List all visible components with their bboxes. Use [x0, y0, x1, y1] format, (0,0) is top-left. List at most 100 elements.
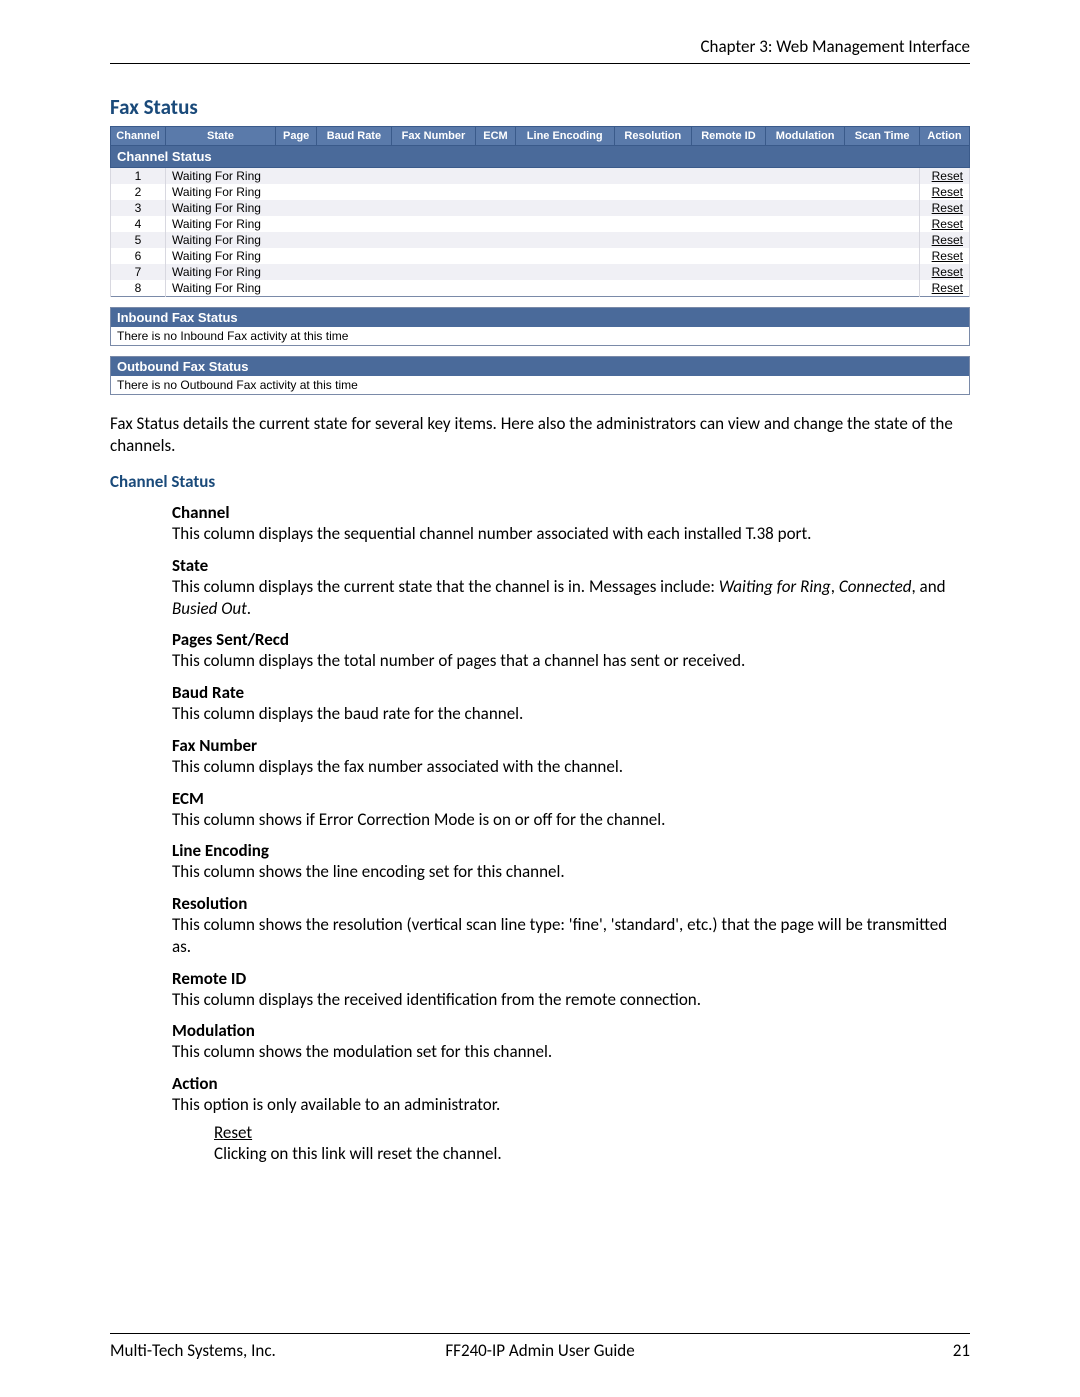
col-action: Action	[920, 127, 970, 146]
def-pages-term: Pages Sent/Recd	[172, 629, 970, 650]
cell-action: Reset	[920, 248, 970, 264]
def-faxnum-term: Fax Number	[172, 735, 970, 756]
def-lineenc-term: Line Encoding	[172, 840, 970, 861]
table-row: 8Waiting For Ring Reset	[111, 280, 970, 297]
cell-channel: 2	[111, 184, 166, 200]
def-res-desc: This column shows the resolution (vertic…	[172, 914, 970, 958]
def-remoteid-desc: This column displays the received identi…	[172, 989, 970, 1011]
def-state-i3: Busied Out	[172, 598, 247, 619]
footer-doc-title: FF240-IP Admin User Guide	[397, 1340, 684, 1361]
cell-action: Reset	[920, 264, 970, 280]
reset-link[interactable]: Reset	[932, 281, 963, 295]
def-lineenc-desc: This column shows the line encoding set …	[172, 861, 970, 883]
table-row: 1Waiting For Ring Reset	[111, 168, 970, 185]
cell-channel: 7	[111, 264, 166, 280]
cell-state: Waiting For Ring	[166, 168, 920, 185]
chapter-header: Chapter 3: Web Management Interface	[110, 36, 970, 64]
def-state-i1: Waiting for Ring	[719, 576, 831, 597]
cell-state: Waiting For Ring	[166, 200, 920, 216]
cell-action: Reset	[920, 280, 970, 297]
reset-link[interactable]: Reset	[932, 249, 963, 263]
col-baud-rate: Baud Rate	[317, 127, 391, 146]
cell-channel: 8	[111, 280, 166, 297]
cell-state: Waiting For Ring	[166, 216, 920, 232]
intro-paragraph: Fax Status details the current state for…	[110, 413, 970, 457]
cell-state: Waiting For Ring	[166, 280, 920, 297]
def-baud-desc: This column displays the baud rate for t…	[172, 703, 970, 725]
def-modulation-desc: This column shows the modulation set for…	[172, 1041, 970, 1063]
def-state-pre: This column displays the current state t…	[172, 576, 719, 597]
outbound-fax-status: Outbound Fax Status There is no Outbound…	[110, 356, 970, 395]
def-state-i2: Connected	[839, 576, 912, 597]
col-remote-id: Remote ID	[691, 127, 765, 146]
cell-action: Reset	[920, 168, 970, 185]
outbound-fax-status-title: Outbound Fax Status	[111, 357, 969, 376]
col-modulation: Modulation	[766, 127, 845, 146]
table-row: 3Waiting For Ring Reset	[111, 200, 970, 216]
cell-channel: 4	[111, 216, 166, 232]
table-row: 7Waiting For Ring Reset	[111, 264, 970, 280]
def-state-term: State	[172, 555, 970, 576]
col-fax-number: Fax Number	[391, 127, 476, 146]
def-ecm-term: ECM	[172, 788, 970, 809]
reset-link[interactable]: Reset	[932, 233, 963, 247]
reset-link[interactable]: Reset	[932, 217, 963, 231]
section-title-fax-status: Fax Status	[110, 94, 970, 120]
channel-status-table: Channel Status Channel State Page Baud R…	[110, 126, 970, 297]
def-baud-term: Baud Rate	[172, 682, 970, 703]
inbound-fax-status: Inbound Fax Status There is no Inbound F…	[110, 307, 970, 346]
table-row: 5Waiting For Ring Reset	[111, 232, 970, 248]
cell-state: Waiting For Ring	[166, 184, 920, 200]
reset-link[interactable]: Reset	[932, 185, 963, 199]
col-line-enc: Line Encoding	[515, 127, 614, 146]
cell-channel: 1	[111, 168, 166, 185]
cell-channel: 5	[111, 232, 166, 248]
footer-page-num: 21	[683, 1340, 970, 1361]
cell-state: Waiting For Ring	[166, 264, 920, 280]
def-action-reset-term: Reset	[214, 1122, 970, 1143]
col-scan-time: Scan Time	[845, 127, 920, 146]
inbound-fax-status-message: There is no Inbound Fax activity at this…	[111, 327, 969, 345]
table-row: 2Waiting For Ring Reset	[111, 184, 970, 200]
cell-action: Reset	[920, 216, 970, 232]
outbound-fax-status-message: There is no Outbound Fax activity at thi…	[111, 376, 969, 394]
def-state-sep1: ,	[831, 576, 839, 597]
def-state-tail: .	[247, 598, 251, 619]
def-ecm-desc: This column shows if Error Correction Mo…	[172, 809, 970, 831]
col-ecm: ECM	[476, 127, 515, 146]
cell-action: Reset	[920, 200, 970, 216]
channel-status-header-row: Channel State Page Baud Rate Fax Number …	[111, 127, 970, 146]
def-channel-term: Channel	[172, 502, 970, 523]
inbound-fax-status-title: Inbound Fax Status	[111, 308, 969, 327]
col-channel: Channel	[111, 127, 166, 146]
cell-channel: 6	[111, 248, 166, 264]
footer-company: Multi-Tech Systems, Inc.	[110, 1340, 397, 1361]
reset-link[interactable]: Reset	[932, 265, 963, 279]
def-modulation-term: Modulation	[172, 1020, 970, 1041]
def-res-term: Resolution	[172, 893, 970, 914]
cell-action: Reset	[920, 184, 970, 200]
cell-state: Waiting For Ring	[166, 232, 920, 248]
def-channel-desc: This column displays the sequential chan…	[172, 523, 970, 545]
col-state: State	[166, 127, 276, 146]
def-faxnum-desc: This column displays the fax number asso…	[172, 756, 970, 778]
cell-action: Reset	[920, 232, 970, 248]
def-action-desc: This option is only available to an admi…	[172, 1094, 970, 1116]
def-action-reset-desc: Clicking on this link will reset the cha…	[214, 1143, 970, 1164]
def-remoteid-term: Remote ID	[172, 968, 970, 989]
table-row: 4Waiting For Ring Reset	[111, 216, 970, 232]
reset-link[interactable]: Reset	[932, 201, 963, 215]
def-state-sep2: , and	[911, 576, 945, 597]
channel-status-title: Channel Status	[111, 146, 970, 168]
cell-channel: 3	[111, 200, 166, 216]
cell-state: Waiting For Ring	[166, 248, 920, 264]
reset-link[interactable]: Reset	[932, 169, 963, 183]
definitions-list: Channel This column displays the sequent…	[172, 502, 970, 1164]
def-action-term: Action	[172, 1073, 970, 1094]
page-footer: Multi-Tech Systems, Inc. FF240-IP Admin …	[110, 1333, 970, 1361]
def-pages-desc: This column displays the total number of…	[172, 650, 970, 672]
def-state-desc: This column displays the current state t…	[172, 576, 970, 620]
col-resolution: Resolution	[614, 127, 691, 146]
channel-status-heading: Channel Status	[110, 471, 970, 492]
col-page: Page	[276, 127, 317, 146]
